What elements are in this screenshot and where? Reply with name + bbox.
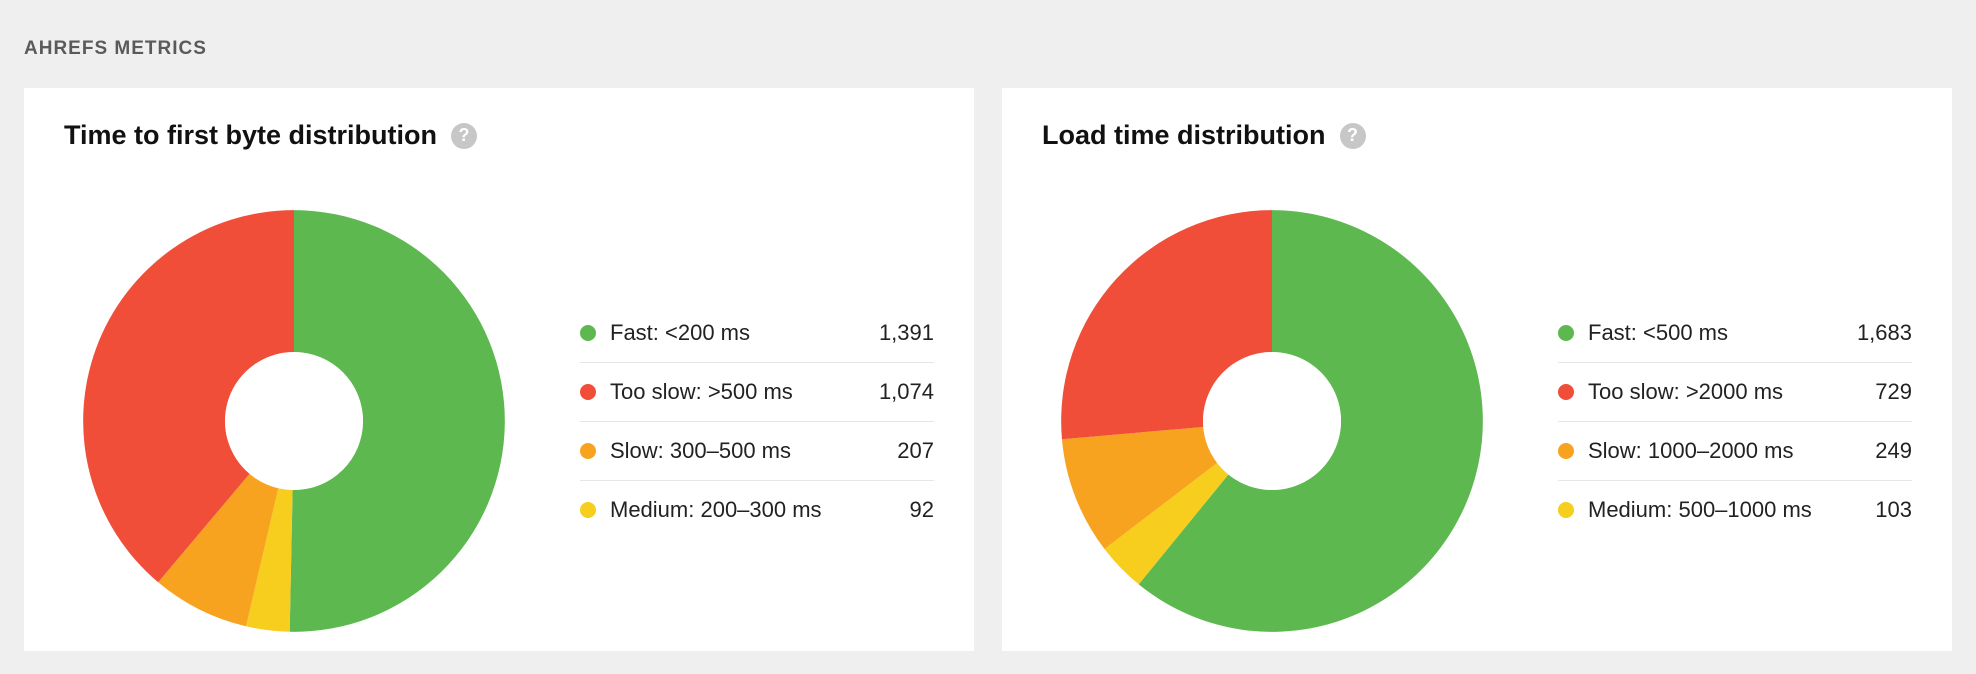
legend-row[interactable]: Fast: <200 ms 1,391 bbox=[580, 304, 934, 363]
legend-row[interactable]: Too slow: >500 ms 1,074 bbox=[580, 363, 934, 422]
legend-label: Medium: 500–1000 ms bbox=[1588, 497, 1812, 523]
donut-chart bbox=[1042, 191, 1502, 651]
legend-value: 729 bbox=[1875, 379, 1912, 405]
card-loadtime: Load time distribution ? Fast: <500 ms 1… bbox=[1002, 88, 1952, 651]
help-icon[interactable]: ? bbox=[451, 123, 477, 149]
legend-label: Slow: 300–500 ms bbox=[610, 438, 791, 464]
card-ttfb: Time to first byte distribution ? Fast: … bbox=[24, 88, 974, 651]
swatch-icon bbox=[580, 325, 596, 341]
card-header: Load time distribution ? bbox=[1042, 120, 1912, 151]
card-body: Fast: <200 ms 1,391 Too slow: >500 ms 1,… bbox=[64, 191, 934, 651]
legend-row[interactable]: Slow: 1000–2000 ms 249 bbox=[1558, 422, 1912, 481]
swatch-icon bbox=[1558, 325, 1574, 341]
card-body: Fast: <500 ms 1,683 Too slow: >2000 ms 7… bbox=[1042, 191, 1912, 651]
card-title: Time to first byte distribution bbox=[64, 120, 437, 151]
legend-label: Too slow: >500 ms bbox=[610, 379, 793, 405]
donut-chart bbox=[64, 191, 524, 651]
swatch-icon bbox=[1558, 443, 1574, 459]
legend-value: 1,683 bbox=[1857, 320, 1912, 346]
legend-row[interactable]: Fast: <500 ms 1,683 bbox=[1558, 304, 1912, 363]
section-title: AHREFS METRICS bbox=[24, 38, 1952, 60]
legend: Fast: <200 ms 1,391 Too slow: >500 ms 1,… bbox=[580, 304, 934, 539]
legend: Fast: <500 ms 1,683 Too slow: >2000 ms 7… bbox=[1558, 304, 1912, 539]
legend-value: 103 bbox=[1875, 497, 1912, 523]
legend-value: 1,074 bbox=[879, 379, 934, 405]
legend-value: 207 bbox=[897, 438, 934, 464]
swatch-icon bbox=[1558, 384, 1574, 400]
cards-row: Time to first byte distribution ? Fast: … bbox=[24, 88, 1952, 651]
legend-value: 249 bbox=[1875, 438, 1912, 464]
legend-label: Fast: <500 ms bbox=[1588, 320, 1728, 346]
legend-value: 92 bbox=[910, 497, 934, 523]
swatch-icon bbox=[580, 502, 596, 518]
help-icon[interactable]: ? bbox=[1340, 123, 1366, 149]
legend-row[interactable]: Medium: 200–300 ms 92 bbox=[580, 481, 934, 539]
legend-label: Slow: 1000–2000 ms bbox=[1588, 438, 1793, 464]
legend-value: 1,391 bbox=[879, 320, 934, 346]
swatch-icon bbox=[1558, 502, 1574, 518]
swatch-icon bbox=[580, 384, 596, 400]
legend-row[interactable]: Too slow: >2000 ms 729 bbox=[1558, 363, 1912, 422]
swatch-icon bbox=[580, 443, 596, 459]
card-header: Time to first byte distribution ? bbox=[64, 120, 934, 151]
legend-row[interactable]: Slow: 300–500 ms 207 bbox=[580, 422, 934, 481]
legend-label: Medium: 200–300 ms bbox=[610, 497, 822, 523]
donut-hole bbox=[225, 352, 363, 490]
legend-row[interactable]: Medium: 500–1000 ms 103 bbox=[1558, 481, 1912, 539]
donut-hole bbox=[1203, 352, 1341, 490]
legend-label: Fast: <200 ms bbox=[610, 320, 750, 346]
legend-label: Too slow: >2000 ms bbox=[1588, 379, 1783, 405]
card-title: Load time distribution bbox=[1042, 120, 1326, 151]
